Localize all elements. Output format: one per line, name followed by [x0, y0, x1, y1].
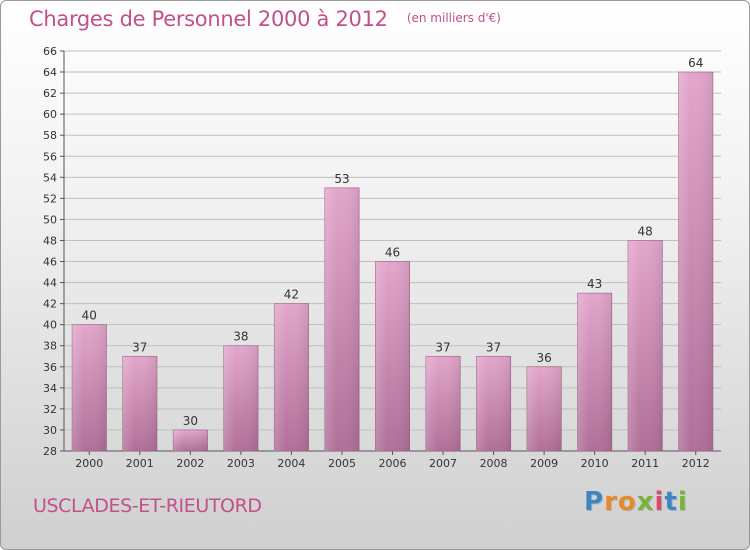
x-tick-label: 2005 [328, 457, 356, 470]
x-tick-label: 2001 [126, 457, 154, 470]
bars [71, 71, 714, 452]
y-tick-label: 30 [43, 424, 57, 437]
logo-letter: o [617, 487, 637, 517]
logo-letter: i [654, 487, 665, 517]
bar-highlight [375, 261, 410, 451]
bar-highlight [577, 293, 612, 451]
y-tick-label: 50 [43, 213, 57, 226]
data-label: 46 [385, 246, 400, 260]
x-tick-label: 2006 [379, 457, 407, 470]
data-label: 48 [638, 224, 653, 238]
data-label: 53 [334, 172, 349, 186]
x-tick-label: 2003 [227, 457, 255, 470]
logo-letter: i [677, 487, 688, 517]
y-tick-label: 46 [43, 256, 57, 269]
bar-highlight [72, 324, 107, 451]
x-tick-label: 2011 [631, 457, 659, 470]
y-tick-label: 36 [43, 361, 57, 374]
y-tick-label: 54 [43, 171, 57, 184]
bar-highlight [173, 429, 208, 451]
bar-highlight [122, 356, 157, 451]
x-tick-label: 2007 [429, 457, 457, 470]
data-label: 37 [435, 340, 450, 354]
y-tick-label: 60 [43, 108, 57, 121]
y-tick-label: 48 [43, 234, 57, 247]
x-tick-label: 2012 [682, 457, 710, 470]
bar-highlight [678, 72, 713, 451]
data-label: 43 [587, 277, 602, 291]
y-tick-label: 64 [43, 66, 57, 79]
y-tick-label: 38 [43, 340, 57, 353]
data-label: 64 [688, 56, 703, 70]
bar-highlight [425, 356, 461, 451]
x-tick-labels: 2000 2001 2002 2003 2004 2005 2006 2007 2008 2009… [75, 457, 709, 470]
logo-letter: P [584, 487, 605, 517]
x-tick-label: 2010 [581, 457, 609, 470]
data-label: 37 [132, 340, 147, 354]
x-tick-label: 2000 [75, 457, 103, 470]
y-tick-label: 42 [43, 298, 57, 311]
data-label: 40 [82, 309, 97, 323]
x-tick-label: 2009 [530, 457, 558, 470]
x-tick-label: 2002 [176, 457, 204, 470]
y-tick-label: 58 [43, 129, 57, 142]
y-tick-label: 52 [43, 192, 57, 205]
title-row: Charges de Personnel 2000 à 2012 (en mil… [29, 7, 501, 31]
data-label: 38 [233, 330, 248, 344]
y-tick-label: 32 [43, 403, 57, 416]
y-tick-labels: 28 30 32 34 36 38 40 42 44 46 48 50 52 54 56 58 60 62 64 66 [43, 45, 57, 458]
data-labels: 40 37 30 38 42 53 46 37 37 36 43 48 64 [82, 56, 704, 428]
y-tick-label: 28 [43, 445, 57, 458]
y-tick-label: 40 [43, 319, 57, 332]
logo-letter: t [664, 487, 678, 517]
bar-highlight [223, 345, 259, 451]
bar-highlight [274, 303, 309, 451]
data-label: 36 [536, 351, 551, 365]
y-tick-label: 62 [43, 87, 57, 100]
chart-title: Charges de Personnel 2000 à 2012 [29, 7, 388, 31]
bar-highlight [628, 240, 663, 451]
y-tick-label: 66 [43, 45, 57, 58]
logo-letter: x [636, 487, 655, 517]
proxiti-logo[interactable]: Proxiti [584, 487, 688, 517]
commune-name: USCLADES-ET-RIEUTORD [33, 495, 262, 517]
y-tick-label: 34 [43, 382, 57, 395]
y-tick-label: 56 [43, 150, 57, 163]
y-tick-label: 44 [43, 277, 57, 290]
x-tick-label: 2008 [480, 457, 508, 470]
x-tick-label: 2004 [277, 457, 305, 470]
logo-letter: r [604, 487, 618, 517]
chart-subtitle: (en milliers d'€) [406, 11, 501, 25]
data-label: 30 [183, 414, 198, 428]
bar-highlight [324, 187, 360, 451]
bar-highlight [476, 356, 511, 451]
data-label: 42 [284, 288, 299, 302]
data-label: 37 [486, 340, 501, 354]
bar-highlight [526, 366, 562, 451]
